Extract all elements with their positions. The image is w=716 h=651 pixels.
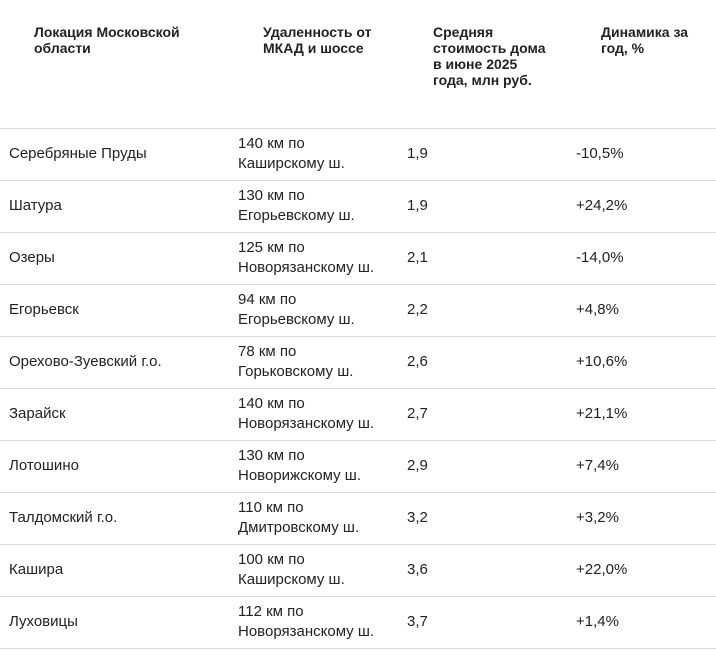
cell-distance: 110 км по Дмитровскому ш. <box>230 492 400 545</box>
table-row: Талдомский г.о. 110 км по Дмитровскому ш.… <box>0 492 716 545</box>
cell-change: +7,4% <box>569 440 716 493</box>
cell-distance-km: 125 км по <box>238 239 305 256</box>
cell-distance-highway: Егорьевскому ш. <box>238 207 355 224</box>
cell-distance-km: 140 км по <box>238 395 305 412</box>
table-row: Лотошино 130 км по Новорижскому ш. 2,9 +7… <box>0 440 716 493</box>
table-row: Шатура 130 км по Егорьевскому ш. 1,9 +24,… <box>0 180 716 233</box>
cell-distance-km: 130 км по <box>238 447 305 464</box>
cell-distance-highway: Егорьевскому ш. <box>238 311 355 328</box>
header-change: Динамика за год, % <box>569 0 716 129</box>
cell-distance-km: 94 км по <box>238 291 297 308</box>
cell-location: Талдомский г.о. <box>0 492 230 545</box>
cell-distance-highway: Горьковскому ш. <box>238 363 354 380</box>
cell-change: +22,0% <box>569 544 716 597</box>
cell-price: 2,9 <box>400 440 569 493</box>
cell-location: Орехово-Зуевский г.о. <box>0 336 230 389</box>
header-location: Локация Московской области <box>0 0 230 129</box>
cell-distance-highway: Новорязанскому ш. <box>238 259 375 276</box>
cell-price: 2,6 <box>400 336 569 389</box>
cell-change: +4,8% <box>569 284 716 337</box>
cell-price: 3,7 <box>400 596 569 649</box>
cell-distance-highway: Новорижскому ш. <box>238 467 361 484</box>
cell-price: 2,2 <box>400 284 569 337</box>
table-row: Кашира 100 км по Каширскому ш. 3,6 +22,0% <box>0 544 716 597</box>
cell-distance: 130 км по Новорижскому ш. <box>230 440 400 493</box>
cell-location: Лотошино <box>0 440 230 493</box>
table-row: Озеры 125 км по Новорязанскому ш. 2,1 -14… <box>0 232 716 285</box>
cell-distance-highway: Дмитровскому ш. <box>238 519 360 536</box>
cell-location: Егорьевск <box>0 284 230 337</box>
cell-distance: 125 км по Новорязанскому ш. <box>230 232 400 285</box>
cell-location: Луховицы <box>0 596 230 649</box>
cell-location: Кашира <box>0 544 230 597</box>
table-row: Орехово-Зуевский г.о. 78 км по Горьковско… <box>0 336 716 389</box>
cell-distance: 112 км по Новорязанскому ш. <box>230 596 400 649</box>
cell-location: Озеры <box>0 232 230 285</box>
cell-distance-highway: Каширскому ш. <box>238 155 345 172</box>
cell-change: +10,6% <box>569 336 716 389</box>
cell-price: 3,6 <box>400 544 569 597</box>
cell-distance-km: 110 км по <box>238 499 304 516</box>
cell-price: 1,9 <box>400 128 569 181</box>
cell-change: -10,5% <box>569 128 716 181</box>
cell-distance-km: 112 км по <box>238 603 304 620</box>
cell-distance-highway: Новорязанскому ш. <box>238 415 375 432</box>
header-row: Локация Московской области Удаленность о… <box>0 0 716 129</box>
cell-location: Серебряные Пруды <box>0 128 230 181</box>
table-body: Серебряные Пруды 140 км по Каширскому ш. … <box>0 128 716 649</box>
cell-distance: 140 км по Новорязанскому ш. <box>230 388 400 441</box>
cell-distance-km: 140 км по <box>238 135 305 152</box>
cell-location: Зарайск <box>0 388 230 441</box>
table-row: Егорьевск 94 км по Егорьевскому ш. 2,2 +4… <box>0 284 716 337</box>
cell-change: +3,2% <box>569 492 716 545</box>
table-header: Локация Московской области Удаленность о… <box>0 0 716 129</box>
cell-distance: 100 км по Каширскому ш. <box>230 544 400 597</box>
cell-distance: 94 км по Егорьевскому ш. <box>230 284 400 337</box>
cell-change: -14,0% <box>569 232 716 285</box>
cell-distance-highway: Новорязанскому ш. <box>238 623 375 640</box>
cell-change: +24,2% <box>569 180 716 233</box>
cell-change: +21,1% <box>569 388 716 441</box>
cell-location: Шатура <box>0 180 230 233</box>
cell-distance: 78 км по Горьковскому ш. <box>230 336 400 389</box>
header-distance: Удаленность от МКАД и шоссе <box>230 0 400 129</box>
cell-distance: 130 км по Егорьевскому ш. <box>230 180 400 233</box>
cell-distance-highway: Каширскому ш. <box>238 571 345 588</box>
cell-price: 1,9 <box>400 180 569 233</box>
cell-distance-km: 130 км по <box>238 187 305 204</box>
header-price: Средняя стоимость дома в июне 2025 года,… <box>400 0 569 129</box>
table-row: Зарайск 140 км по Новорязанскому ш. 2,7 +… <box>0 388 716 441</box>
table-row: Серебряные Пруды 140 км по Каширскому ш. … <box>0 128 716 181</box>
cell-price: 2,7 <box>400 388 569 441</box>
table-row: Луховицы 112 км по Новорязанскому ш. 3,7 … <box>0 596 716 649</box>
cell-distance-km: 78 км по <box>238 343 297 360</box>
cell-distance-km: 100 км по <box>238 551 305 568</box>
cell-price: 2,1 <box>400 232 569 285</box>
cell-price: 3,2 <box>400 492 569 545</box>
cell-distance: 140 км по Каширскому ш. <box>230 128 400 181</box>
cell-change: +1,4% <box>569 596 716 649</box>
